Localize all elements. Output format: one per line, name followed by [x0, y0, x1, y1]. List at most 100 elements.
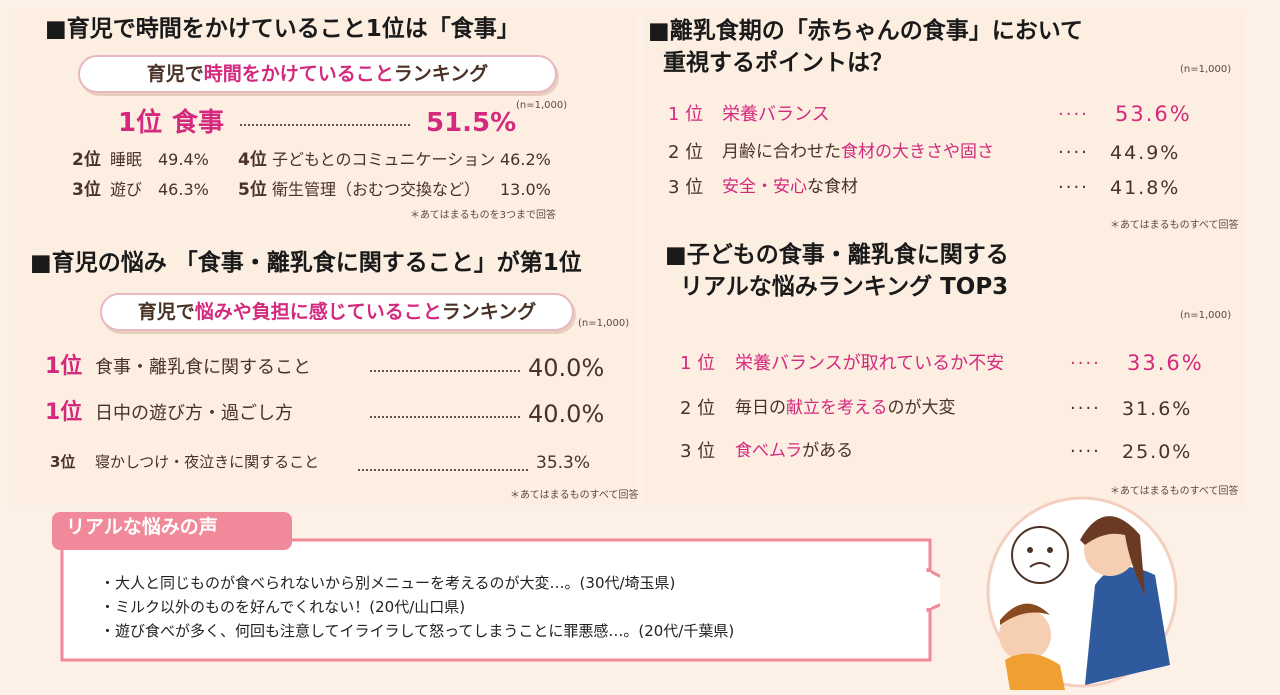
item: 子どもとのコミュニケーション: [272, 150, 496, 169]
child-hair: [1000, 603, 1050, 625]
value: 35.3%: [536, 453, 591, 473]
voice-line: ・ミルク以外のものを好んでくれない！(20代/山口県): [100, 598, 466, 616]
text-segment: 時間をかけていること: [203, 63, 394, 85]
rank: 3 位: [680, 441, 716, 462]
value: 46.2%: [500, 150, 551, 169]
item: 食事・離乳食に関すること: [95, 357, 311, 378]
child-face: [999, 609, 1051, 661]
voice-title: リアルな悩みの声: [66, 516, 218, 538]
rank: 1位: [45, 400, 83, 425]
item: 食べムラがある: [735, 441, 853, 461]
item: 食事: [172, 108, 225, 138]
rank: 2 位: [680, 398, 716, 419]
sample-size: (n=1,000): [1180, 64, 1232, 75]
mother-body: [1085, 567, 1170, 685]
rank: 2位: [72, 150, 101, 170]
rank: 1 位: [680, 353, 716, 374]
item: 睡眠: [110, 150, 143, 169]
value: 41.8%: [1110, 177, 1181, 199]
section-heading: ■離乳食期の「赤ちゃんの食事」において: [648, 18, 1084, 44]
rank: 5位: [238, 180, 267, 200]
dotted-leader: [240, 124, 410, 126]
dotted-leader: [370, 416, 520, 418]
section-heading: ■子どもの食事・離乳食に関する: [665, 242, 1009, 268]
text-segment: 食べムラ: [735, 441, 803, 461]
voice-tab: [52, 512, 292, 550]
item: 毎日の献立を考えるのが大変: [735, 398, 956, 418]
text-segment: 育児で: [137, 301, 195, 323]
dotted-leader: ····: [1058, 104, 1089, 125]
dotted-leader: ····: [1070, 441, 1101, 462]
dotted-leader: ····: [1058, 142, 1089, 163]
item: 寝かしつけ・夜泣きに関すること: [95, 453, 320, 471]
rank: 1位: [118, 108, 163, 138]
item: 月齢に合わせた食材の大きさや固さ: [722, 142, 994, 162]
item: 日中の遊び方・過ごし方: [95, 403, 293, 424]
text-segment: 食材の大きさや固さ: [841, 142, 994, 162]
sample-size: (n=1,000): [578, 318, 630, 329]
value: 31.6%: [1122, 398, 1193, 420]
text-segment: 月齢に合わせた: [722, 142, 841, 162]
voice-line: ・大人と同じものが食べられないから別メニューを考えるのが大変…。(30代/埼玉県…: [100, 574, 676, 592]
ranking-banner: 育児で時間をかけていることランキング: [78, 55, 557, 93]
rank: 3 位: [668, 177, 704, 198]
pointer-join: [926, 572, 931, 608]
value: 53.6%: [1115, 102, 1192, 126]
mouth: [1029, 562, 1051, 568]
sample-size: (n=1,000): [1180, 310, 1232, 321]
text-segment: 栄養バランス: [722, 104, 830, 125]
thought-bubble: [1011, 526, 1069, 584]
value: 49.4%: [158, 150, 209, 169]
value: 40.0%: [528, 400, 605, 428]
child-body: [1005, 653, 1065, 690]
section-heading: ■育児で時間をかけていること1位は「食事」: [45, 16, 520, 42]
voice-frame: [52, 512, 940, 662]
rank: 1 位: [668, 104, 704, 125]
illustration: [986, 496, 1178, 690]
voice-line: ・遊び食べが多く、何回も注意してイライラして怒ってしまうことに罪悪感…。(20代…: [100, 622, 735, 640]
panel-right: [645, 10, 1245, 505]
text-segment: 育児で: [146, 63, 204, 85]
eye: [1027, 547, 1033, 553]
dotted-leader: [370, 370, 520, 372]
section-heading: ■育児の悩み 「食事・離乳食に関すること」が第1位: [30, 250, 582, 276]
sample-size: (n=1,000): [516, 100, 568, 111]
dotted-leader: ····: [1070, 398, 1101, 419]
footnote: ＊あてはまるものすべて回答: [1110, 220, 1239, 231]
rank: 4位: [238, 150, 267, 170]
value: 40.0%: [528, 354, 605, 382]
rank: 3位: [72, 180, 101, 200]
footnote: ＊あてはまるものを3つまで回答: [410, 210, 556, 221]
value: 46.3%: [158, 180, 209, 199]
eye: [1047, 547, 1053, 553]
rank: 2 位: [668, 142, 704, 163]
value: 33.6%: [1127, 351, 1204, 375]
rank: 3位: [50, 453, 76, 471]
ranking-banner: 育児で悩みや負担に感じていることランキング: [100, 293, 574, 331]
text-segment: ランキング: [393, 63, 489, 85]
value: 51.5%: [426, 108, 517, 138]
value: 13.0%: [500, 180, 551, 199]
text-segment: な食材: [807, 177, 858, 197]
text-segment: 悩みや負担に感じていること: [194, 301, 442, 323]
mother-hair: [1080, 516, 1145, 595]
text-segment: のが大変: [887, 398, 956, 418]
item: 安全・安心な食材: [722, 177, 858, 197]
dotted-leader: ····: [1070, 353, 1101, 374]
text-segment: ランキング: [441, 301, 537, 323]
text-segment: がある: [802, 441, 854, 461]
rank: 1位: [45, 354, 83, 379]
item: 栄養バランスが取れているか不安: [735, 353, 1004, 375]
section-heading: リアルな悩みランキング TOP3: [680, 274, 1009, 300]
footnote: ＊あてはまるものすべて回答: [510, 490, 639, 501]
item: 栄養バランス: [722, 104, 830, 126]
text-segment: 栄養バランスが取れているか不安: [735, 353, 1005, 374]
section-heading: 重視するポイントは？: [663, 50, 893, 76]
text-segment: 毎日の: [735, 398, 786, 418]
dotted-leader: ····: [1058, 177, 1089, 198]
value: 44.9%: [1110, 142, 1181, 164]
item: 衛生管理（おむつ交換など）: [272, 180, 481, 199]
item: 遊び: [110, 180, 143, 199]
text-segment: 安全・安心: [722, 177, 807, 197]
